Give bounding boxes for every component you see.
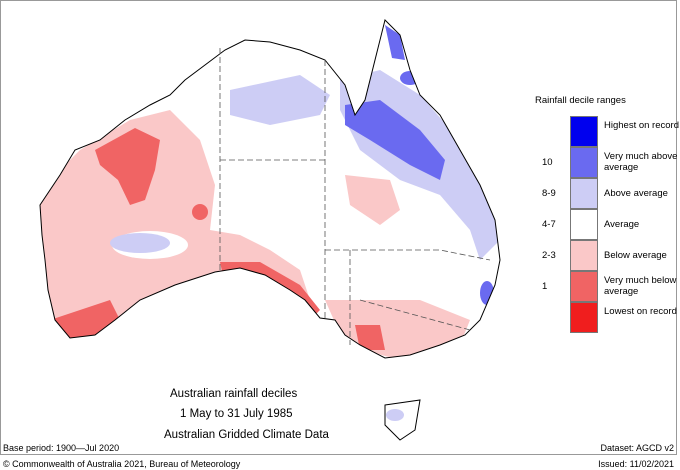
red-spot <box>192 204 208 220</box>
dataset: Dataset: AGCD v2 <box>600 443 674 453</box>
very-much-above-qld <box>345 100 445 180</box>
legend-label: Highest on record <box>604 120 679 131</box>
map-title: Australian rainfall deciles <box>170 388 298 400</box>
very-much-below-vic <box>355 325 385 350</box>
legend-swatch <box>570 178 598 209</box>
legend-decile: 4-7 <box>542 219 556 230</box>
legend-decile: 1 <box>542 281 548 292</box>
issued-date: Issued: 11/02/2021 <box>598 459 674 469</box>
legend-label: Lowest on record <box>604 306 677 317</box>
legend-swatch <box>570 209 598 240</box>
map-period: 1 May to 31 July 1985 <box>180 408 293 420</box>
legend-swatch <box>570 240 598 271</box>
copyright: © Commonwealth of Australia 2021, Bureau… <box>3 459 241 469</box>
legend-title: Rainfall decile ranges <box>535 95 626 106</box>
legend-swatch <box>570 147 598 178</box>
legend-label: Very much above average <box>604 151 678 173</box>
very-much-above-cape <box>385 25 405 60</box>
legend-decile: 10 <box>542 157 553 168</box>
tasmania-above-average <box>386 409 404 421</box>
base-period: Base period: 1900—Jul 2020 <box>3 443 120 453</box>
map-frame <box>0 0 677 455</box>
legend-label: Very much below average <box>604 275 677 297</box>
above-average-patch <box>110 233 170 253</box>
map-dataset-name: Australian Gridded Climate Data <box>164 429 329 441</box>
very-much-above-spot <box>400 71 420 85</box>
legend-swatch <box>570 271 598 302</box>
legend-decile: 2-3 <box>542 250 556 261</box>
above-average-nt <box>230 75 330 125</box>
legend-label: Above average <box>604 188 668 199</box>
legend-swatch <box>570 116 598 147</box>
state-borders <box>219 48 491 345</box>
legend-swatch <box>570 302 598 333</box>
very-much-below-pilbara <box>95 128 160 205</box>
legend-label: Below average <box>604 250 667 261</box>
coastline <box>39 19 501 359</box>
legend-decile: 8-9 <box>542 188 556 199</box>
legend-label: Average <box>604 219 640 230</box>
below-average-central <box>345 175 400 225</box>
